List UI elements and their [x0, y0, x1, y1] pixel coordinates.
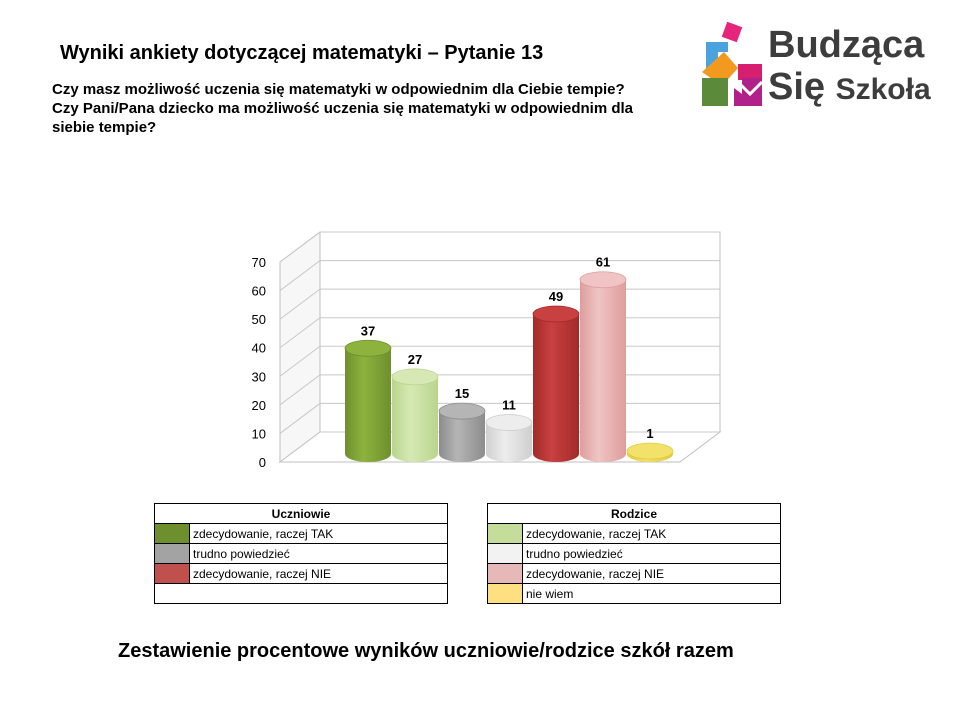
logo-line-2: Się [768, 66, 826, 108]
data-label: 27 [408, 352, 422, 367]
question-line-3: siebie tempie? [52, 119, 157, 136]
logo-text: Budząca Się Szkoła [768, 24, 931, 111]
bar [532, 305, 580, 462]
legend-swatch [154, 563, 190, 584]
y-axis: 0 10 20 30 40 50 60 70 [252, 255, 266, 470]
chart-side-wall [279, 231, 321, 463]
legend-parents: Rodzice zdecydowanie, raczej TAK trudno … [487, 503, 781, 604]
bar-body [533, 314, 579, 462]
bar [626, 442, 674, 462]
y-tick-label: 40 [252, 341, 266, 356]
bar-top [626, 442, 674, 460]
legend-swatch [487, 543, 523, 564]
legend-label: zdecydowanie, raczej NIE [189, 563, 448, 584]
y-tick-label: 30 [252, 369, 266, 384]
legend-row: zdecydowanie, raczej TAK [154, 523, 448, 544]
logo: Budząca Się Szkoła [698, 21, 943, 112]
y-tick-label: 50 [252, 312, 266, 327]
legend-swatch [487, 563, 523, 584]
y-tick-label: 10 [252, 426, 266, 441]
bar-top [391, 368, 439, 386]
bar-body [345, 348, 391, 462]
legend-label: trudno powiedzieć [189, 543, 448, 564]
data-label: 61 [596, 255, 610, 270]
bar-top [344, 339, 392, 357]
bar [344, 339, 392, 462]
legend-row: nie wiem [487, 583, 781, 604]
legend-label: zdecydowanie, raczej NIE [522, 563, 781, 584]
question-line-1: Czy masz możliwość uczenia się matematyk… [52, 81, 625, 98]
legend-parents-header: Rodzice [487, 503, 781, 524]
data-labels: 37 27 15 11 49 61 1 [361, 255, 654, 441]
legend-label: zdecydowanie, raczej TAK [522, 523, 781, 544]
gridline [279, 260, 720, 291]
bar [485, 414, 533, 462]
question-text: Czy masz możliwość uczenia się matematyk… [52, 80, 692, 137]
data-label: 37 [361, 323, 375, 338]
bar [391, 368, 439, 462]
bar [438, 402, 486, 462]
bar [579, 271, 627, 462]
bar-top [485, 414, 533, 431]
legend-label: nie wiem [522, 583, 781, 604]
bars [344, 271, 674, 462]
data-label: 1 [646, 426, 653, 441]
data-label: 11 [502, 398, 516, 413]
legend-label: trudno powiedzieć [522, 543, 781, 564]
legend-swatch [487, 523, 523, 544]
logo-mark-icon [702, 21, 764, 106]
y-tick-label: 0 [259, 455, 266, 470]
data-label: 15 [455, 386, 469, 401]
logo-line-3: Szkoła [835, 73, 931, 106]
legend-row: trudno powiedzieć [154, 543, 448, 564]
bar-top [579, 271, 627, 289]
page-title: Wyniki ankiety dotyczącej matematyki – P… [60, 42, 544, 64]
legend-label: zdecydowanie, raczej TAK [189, 523, 448, 544]
legend-students-header: Uczniowie [154, 503, 448, 524]
data-label: 49 [549, 289, 563, 304]
legend-row: zdecydowanie, raczej TAK [487, 523, 781, 544]
gridline [279, 231, 720, 263]
legend-row: zdecydowanie, raczej NIE [487, 563, 781, 584]
bar-top [438, 402, 486, 420]
bar-chart: 0 10 20 30 40 50 60 70 37 27 15 11 49 61 1 [252, 231, 722, 470]
y-tick-label: 60 [252, 284, 266, 299]
logo-line-1: Budząca [768, 24, 925, 66]
legend-swatch [154, 543, 190, 564]
question-line-2: Czy Pani/Pana dziecko ma możliwość uczen… [52, 100, 634, 117]
legend-swatch [154, 523, 190, 544]
legend-swatch [487, 583, 523, 604]
bar-top [532, 305, 580, 323]
bar-body [486, 422, 532, 462]
legend-row: zdecydowanie, raczej NIE [154, 563, 448, 584]
bar-body [439, 411, 485, 462]
y-tick-label: 70 [252, 255, 266, 270]
footer-caption: Zestawienie procentowe wyników uczniowie… [118, 640, 734, 662]
bar-body [580, 279, 626, 462]
legend-students: Uczniowie zdecydowanie, raczej TAK trudn… [154, 503, 448, 604]
legend-row: trudno powiedzieć [487, 543, 781, 564]
legend-row-empty [154, 583, 448, 604]
legend-empty-cell [154, 583, 448, 604]
bar-body [392, 376, 438, 462]
y-tick-label: 20 [252, 398, 266, 413]
